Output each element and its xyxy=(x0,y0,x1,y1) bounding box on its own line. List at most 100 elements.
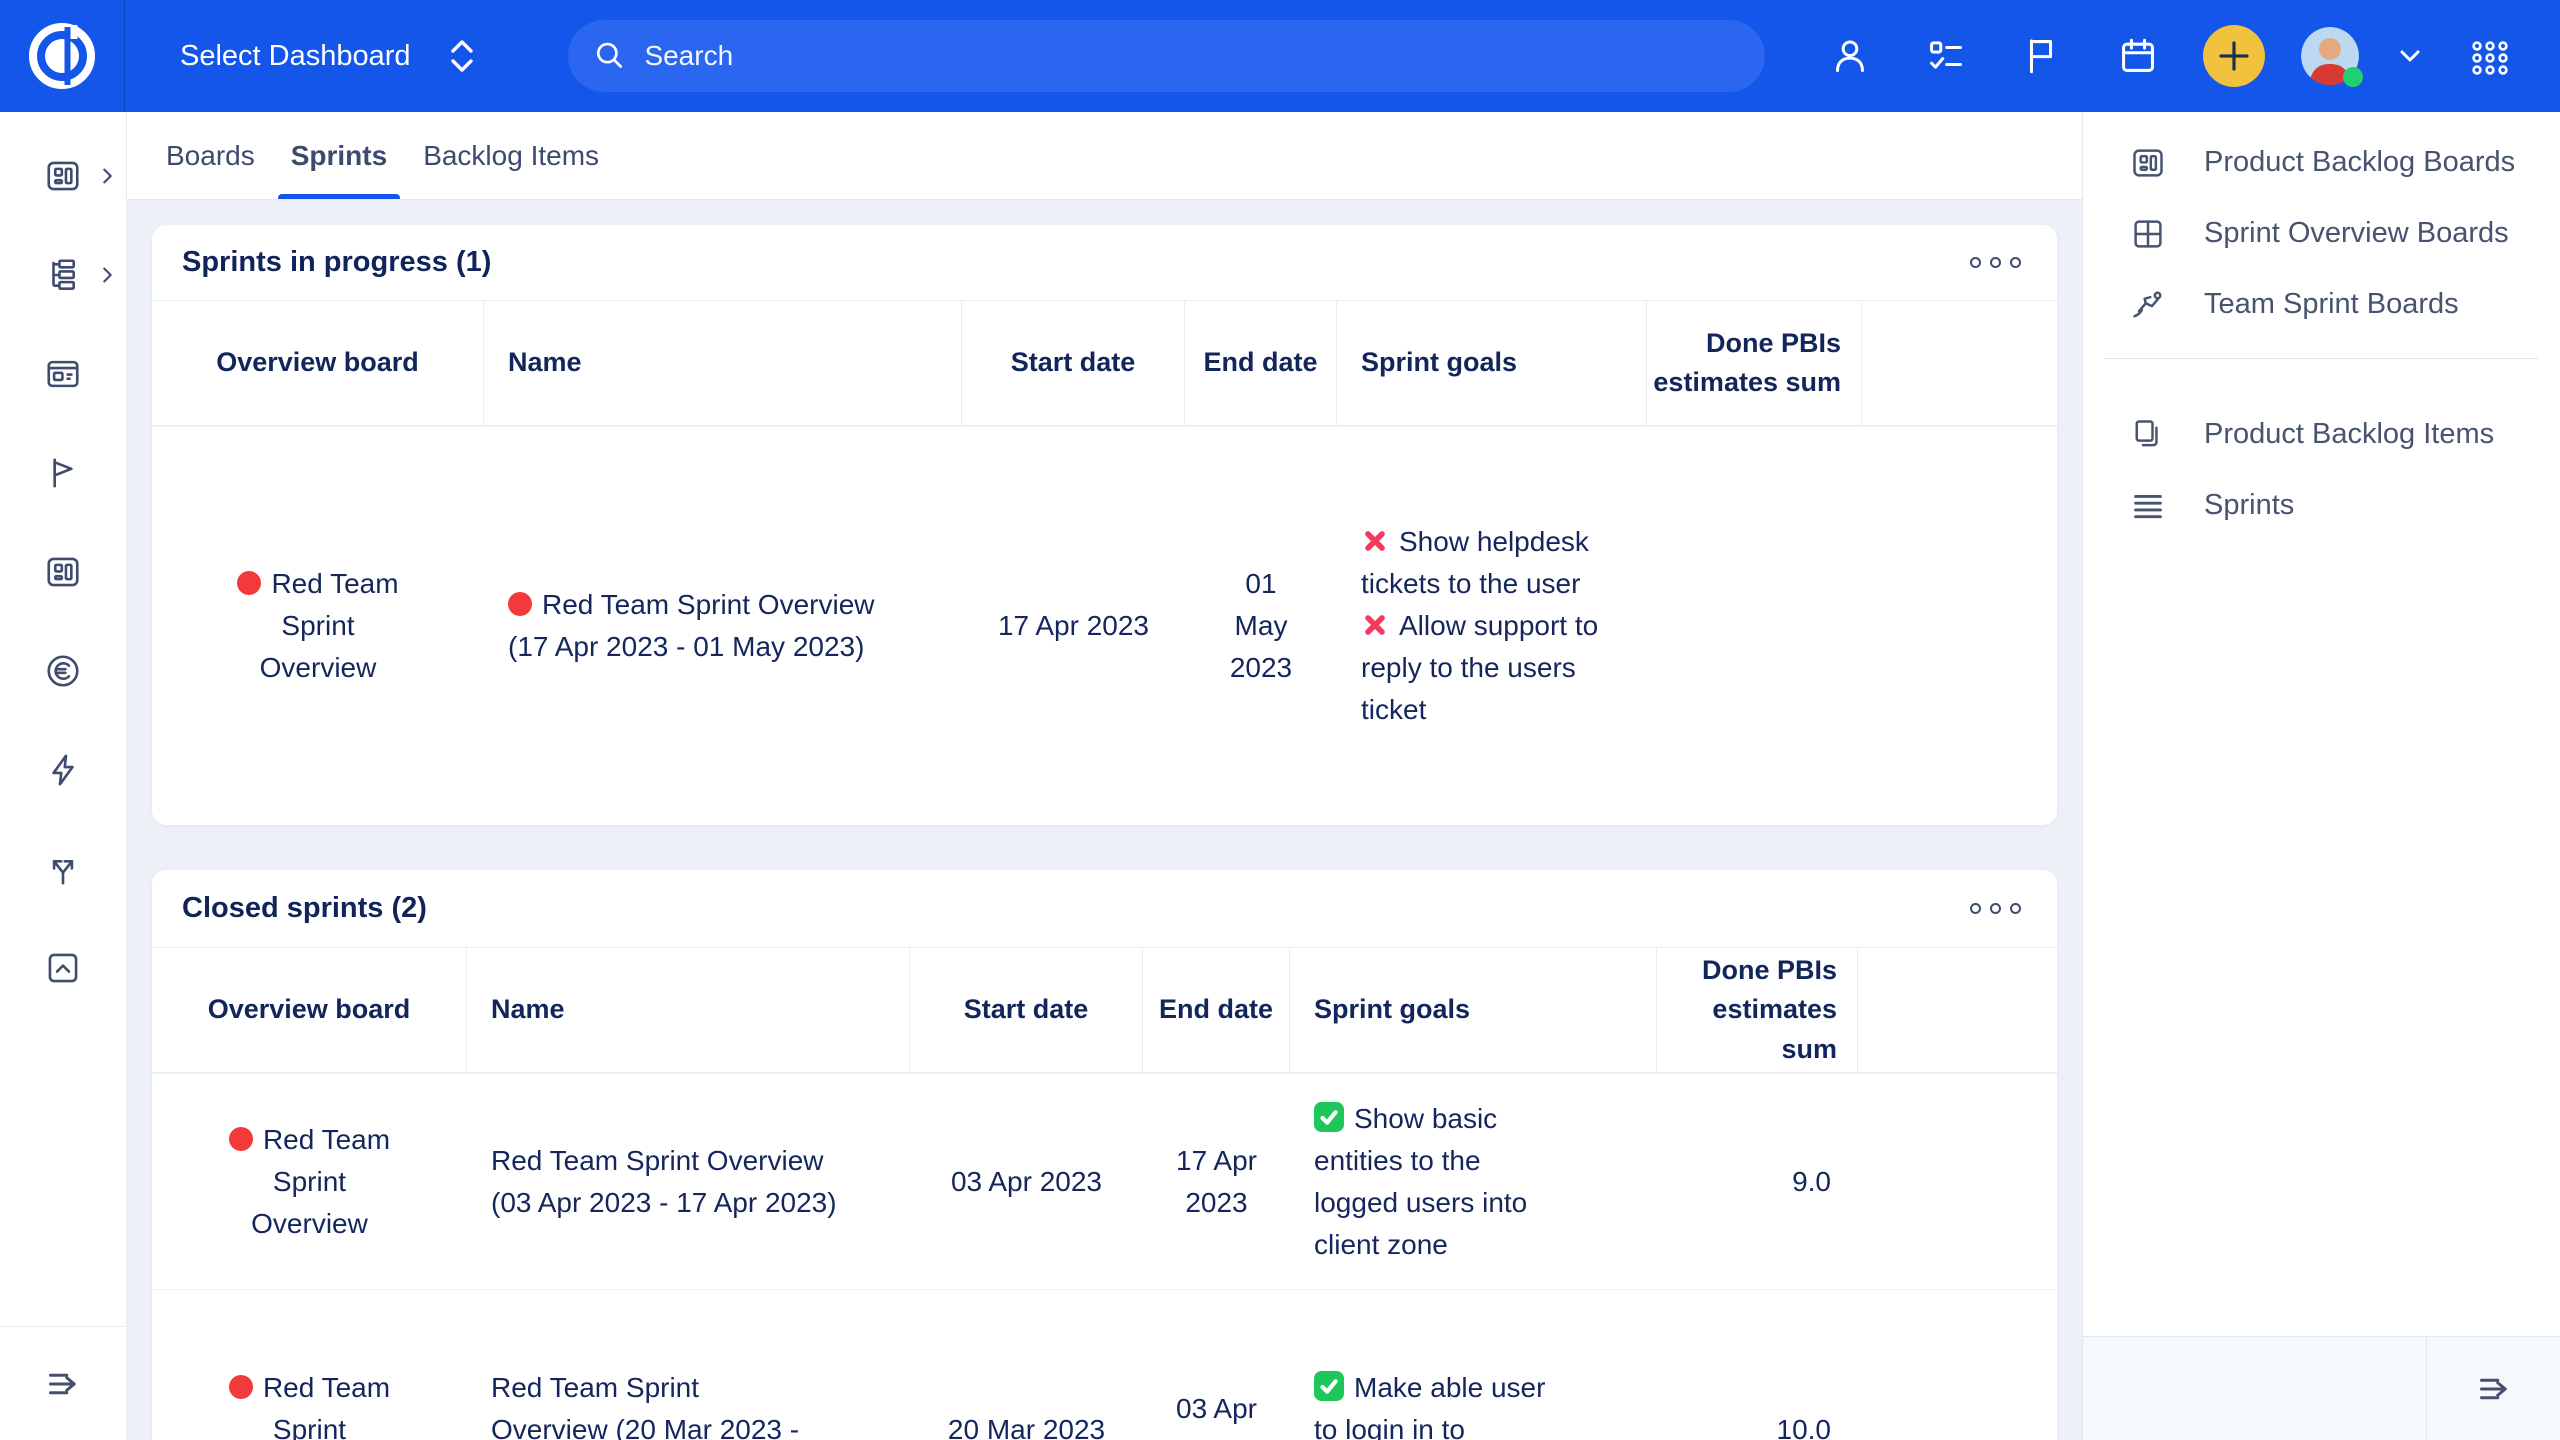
goal-text: Show basic entities to the logged users … xyxy=(1314,1102,1528,1260)
calendar-icon[interactable] xyxy=(2090,0,2186,112)
menu-item-sprints[interactable]: Sprints xyxy=(2083,470,2560,541)
done-sum-cell: 10.0 xyxy=(1776,1414,1832,1440)
col-header-sprint-goals: Sprint goals xyxy=(1290,948,1657,1072)
red-status-dot xyxy=(508,592,532,616)
col-header-done-sum: Done PBIs estimates sum xyxy=(1647,301,1862,425)
search-input[interactable] xyxy=(642,39,1739,73)
goal-fail-icon xyxy=(1365,531,1385,551)
dashboard-selector[interactable]: Select Dashboard xyxy=(180,0,479,112)
sprint-name-cell[interactable]: Red Team Sprint Overview (17 Apr 2023 - … xyxy=(508,584,898,668)
col-header-empty xyxy=(1862,301,2057,425)
split-arrows-icon xyxy=(52,859,74,885)
right-sidebar-footer xyxy=(2083,1336,2560,1440)
boards-group: Product Backlog Boards Sprint Overview B… xyxy=(2083,112,2560,340)
boards-icon xyxy=(47,557,79,586)
menu-item-label: Team Sprint Boards xyxy=(2204,288,2459,320)
goal-done-icon xyxy=(1314,1371,1344,1401)
lightning-icon xyxy=(52,753,74,786)
sidebar-item-flag[interactable] xyxy=(0,423,126,522)
start-date-cell: 17 Apr 2023 xyxy=(997,610,1150,641)
user-avatar[interactable] xyxy=(2282,0,2378,112)
sidebar-item-window[interactable] xyxy=(0,324,126,423)
search-icon xyxy=(596,42,623,68)
expand-right-icon[interactable] xyxy=(43,1364,83,1404)
sidebar-item-tree[interactable] xyxy=(0,225,126,324)
sprint-goals-cell: Show basic entities to the logged users … xyxy=(1290,1074,1657,1289)
col-header-sprint-goals: Sprint goals xyxy=(1337,301,1647,425)
sprint-name-cell[interactable]: Red Team Sprint Overview (03 Apr 2023 - … xyxy=(491,1140,869,1224)
divider xyxy=(2105,358,2538,359)
grid-board-icon xyxy=(2134,219,2162,248)
sidebar-item-archive[interactable] xyxy=(0,918,126,1017)
sidebar-item-budget[interactable] xyxy=(0,621,126,720)
end-date-cell: 01 May 2023 xyxy=(1229,568,1293,683)
menu-item-label: Sprint Overview Boards xyxy=(2204,217,2509,249)
stack-lines-icon xyxy=(2134,494,2162,518)
tab-label: Boards xyxy=(166,139,255,171)
ellipsis-menu-icon[interactable] xyxy=(1964,897,2027,920)
table-header-row: Overview board Name Start date End date … xyxy=(152,300,2057,426)
menu-item-label: Sprints xyxy=(2204,489,2295,521)
unfold-chevrons-icon xyxy=(450,40,473,72)
menu-item-team-sprint-boards[interactable]: Team Sprint Boards xyxy=(2083,269,2560,340)
end-date-cell: 17 Apr 2023 xyxy=(1176,1144,1257,1218)
add-button[interactable] xyxy=(2186,0,2282,112)
overview-board-cell[interactable]: Red Team Sprint Overview xyxy=(225,1367,395,1440)
apps-grid-icon[interactable] xyxy=(2442,0,2538,112)
avatar xyxy=(2301,27,2363,87)
main-content: Boards Sprints Backlog Items Sprints in … xyxy=(127,112,2082,1440)
empty-cell xyxy=(1862,427,2057,825)
sprint-goals-cell: Show helpdesk tickets to the user Allow … xyxy=(1337,427,1647,825)
tab-sprints[interactable]: Sprints xyxy=(277,112,401,199)
app-logo[interactable] xyxy=(0,0,125,112)
tab-backlog-items[interactable]: Backlog Items xyxy=(410,112,612,199)
sidebar-item-boards[interactable] xyxy=(0,126,126,225)
col-header-start-date: Start date xyxy=(910,948,1143,1072)
tab-label: Sprints xyxy=(290,139,388,171)
end-date-cell: 03 Apr 2023 xyxy=(1176,1393,1257,1440)
chevron-down-icon[interactable] xyxy=(2378,0,2442,112)
sidebar-footer xyxy=(0,1326,126,1440)
red-status-dot xyxy=(228,1126,253,1151)
box-chevron-up-icon xyxy=(48,953,78,982)
overview-board-cell[interactable]: Red Team Sprint Overview xyxy=(226,563,411,689)
expand-right-icon[interactable] xyxy=(2426,1337,2560,1440)
tasks-checklist-icon[interactable] xyxy=(1898,0,1994,112)
table-header-row: Overview board Name Start date End date … xyxy=(152,947,2057,1073)
table-row[interactable]: Red Team Sprint Overview Red Team Sprint… xyxy=(152,1289,2057,1440)
ellipsis-menu-icon[interactable] xyxy=(1964,251,2027,274)
sidebar-item-boards-2[interactable] xyxy=(0,522,126,621)
menu-item-product-backlog-items[interactable]: Product Backlog Items xyxy=(2083,399,2560,470)
tab-boards[interactable]: Boards xyxy=(153,112,268,199)
menu-item-sprint-overview-boards[interactable]: Sprint Overview Boards xyxy=(2083,198,2560,269)
flag-banner-icon xyxy=(53,458,73,487)
closed-sprints-card: Closed sprints (2) Overview board Name S… xyxy=(152,870,2057,1440)
tab-bar: Boards Sprints Backlog Items xyxy=(127,112,2082,200)
start-date-cell: 20 Mar 2023 xyxy=(947,1414,1106,1440)
col-header-overview-board: Overview board xyxy=(152,301,484,425)
user-icon[interactable] xyxy=(1802,0,1898,112)
table-row[interactable]: Red Team Sprint Overview Red Team Sprint… xyxy=(152,426,2057,825)
flag-icon[interactable] xyxy=(1994,0,2090,112)
empty-cell xyxy=(1858,1290,2057,1440)
sprint-runner-icon xyxy=(2133,290,2162,317)
sidebar-item-quick[interactable] xyxy=(0,720,126,819)
sprint-name-link: Red Team Sprint Overview (20 Mar 2023 - … xyxy=(491,1372,800,1440)
right-sidebar: Product Backlog Boards Sprint Overview B… xyxy=(2082,112,2560,1440)
sprint-name-cell[interactable]: Red Team Sprint Overview (20 Mar 2023 - … xyxy=(491,1367,821,1440)
col-header-end-date: End date xyxy=(1143,948,1290,1072)
plus-circle xyxy=(2203,25,2265,87)
sprint-name-link: Red Team Sprint Overview (17 Apr 2023 - … xyxy=(508,589,875,662)
tree-icon xyxy=(52,258,75,290)
table-row[interactable]: Red Team Sprint Overview Red Team Sprint… xyxy=(152,1073,2057,1289)
menu-item-product-backlog-boards[interactable]: Product Backlog Boards xyxy=(2083,127,2560,198)
window-icon xyxy=(47,360,79,387)
done-sum-cell: 9.0 xyxy=(1792,1165,1831,1197)
sprint-goal: Show basic entities to the logged users … xyxy=(1314,1098,1554,1266)
topbar-actions xyxy=(1802,0,2538,112)
online-status-dot xyxy=(2343,67,2363,87)
sidebar-item-split[interactable] xyxy=(0,819,126,918)
overview-board-cell[interactable]: Red Team Sprint Overview xyxy=(225,1119,395,1245)
chevron-right-icon xyxy=(103,267,112,282)
search-bar[interactable] xyxy=(568,20,1765,92)
